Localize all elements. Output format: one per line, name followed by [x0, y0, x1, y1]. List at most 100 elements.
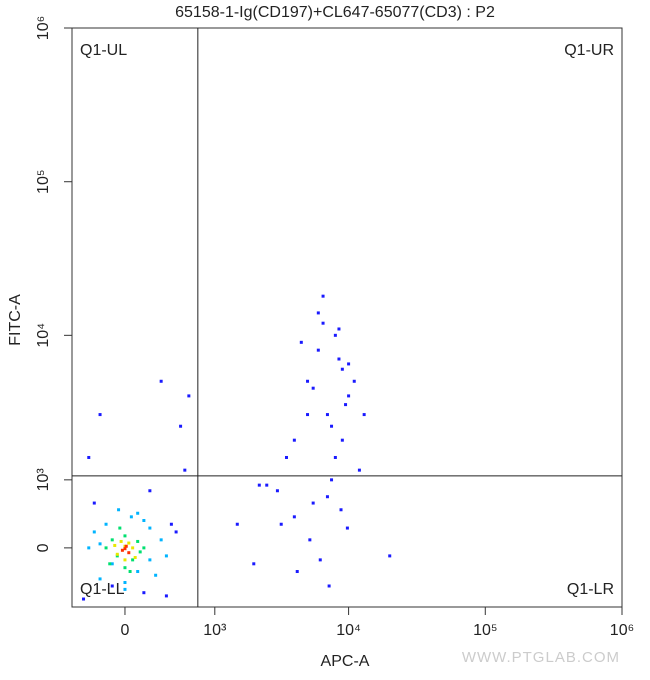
- dot: [316, 311, 320, 315]
- dot: [127, 541, 131, 545]
- dot: [92, 530, 96, 534]
- dot: [311, 501, 315, 505]
- dot: [295, 570, 299, 574]
- dot: [164, 554, 168, 558]
- dot: [104, 522, 108, 526]
- quadrant-label: Q1-LL: [80, 581, 125, 598]
- y-axis-label: FITC-A: [7, 294, 24, 346]
- dot: [325, 495, 329, 499]
- dot: [292, 438, 296, 442]
- dot: [120, 548, 124, 552]
- dot: [164, 594, 168, 598]
- dot: [110, 584, 114, 588]
- dot: [110, 538, 114, 542]
- dot: [340, 438, 344, 442]
- dot: [345, 526, 349, 530]
- dot: [321, 294, 325, 298]
- dot: [117, 508, 121, 512]
- dot: [123, 566, 127, 570]
- dot: [115, 552, 119, 556]
- dot: [235, 522, 239, 526]
- dot: [87, 455, 91, 459]
- x-tick-label: 10⁶: [610, 622, 634, 639]
- dot: [169, 522, 173, 526]
- dot: [292, 515, 296, 519]
- dot: [148, 526, 152, 530]
- dot: [187, 394, 191, 398]
- chart-title: 65158-1-Ig(CD197)+CL647-65077(CD3) : P2: [175, 4, 495, 21]
- watermark: WWW.PTGLAB.COM: [462, 649, 620, 666]
- dot: [388, 554, 392, 558]
- dot: [148, 489, 152, 493]
- dot: [136, 539, 140, 543]
- dot: [330, 478, 334, 482]
- dot: [339, 508, 343, 512]
- dot: [333, 455, 337, 459]
- dot: [98, 542, 102, 546]
- dot: [174, 530, 178, 534]
- dot: [110, 562, 114, 566]
- y-tick-label: 10³: [35, 468, 52, 492]
- dot: [299, 340, 303, 344]
- dot: [98, 413, 102, 417]
- dot: [123, 587, 127, 591]
- dot: [108, 562, 112, 566]
- dot: [123, 558, 127, 562]
- y-tick-label: 10⁵: [35, 170, 52, 194]
- x-tick-label: 10⁴: [336, 622, 361, 639]
- dot: [344, 403, 348, 407]
- dot: [123, 534, 127, 538]
- dot: [179, 424, 183, 428]
- dot: [265, 483, 269, 487]
- dot: [82, 597, 86, 601]
- dot: [337, 327, 341, 331]
- dot: [142, 518, 146, 522]
- dot: [327, 584, 331, 588]
- x-tick-label: 10³: [203, 622, 227, 639]
- dot: [340, 367, 344, 371]
- dot: [362, 413, 366, 417]
- dot: [306, 413, 310, 417]
- dot: [142, 591, 146, 595]
- plot-frame: [71, 27, 623, 608]
- x-tick-label: 10⁵: [473, 622, 497, 639]
- dot: [136, 570, 140, 574]
- dot: [113, 543, 117, 547]
- dot: [87, 546, 91, 550]
- dot: [321, 321, 325, 325]
- dot: [311, 386, 315, 390]
- dot: [124, 544, 128, 548]
- dot: [308, 538, 312, 542]
- dot: [306, 379, 310, 383]
- dot: [131, 546, 135, 550]
- dot: [92, 501, 96, 505]
- dot: [154, 573, 158, 577]
- dot: [123, 580, 127, 584]
- y-tick-label: 10⁴: [35, 323, 52, 348]
- dot: [104, 546, 108, 550]
- dot: [252, 562, 256, 566]
- dot: [284, 455, 288, 459]
- dot: [138, 550, 142, 554]
- dot: [159, 538, 163, 542]
- dot: [257, 483, 261, 487]
- dot: [333, 333, 337, 337]
- dot: [123, 547, 127, 551]
- dot: [347, 394, 351, 398]
- dot: [325, 413, 329, 417]
- dot: [148, 558, 152, 562]
- dot: [347, 362, 351, 366]
- dot: [330, 424, 334, 428]
- dot: [129, 515, 133, 519]
- dot: [316, 348, 320, 352]
- y-tick-label: 0: [35, 543, 52, 552]
- dot: [275, 489, 279, 493]
- dot: [98, 577, 102, 581]
- dot: [159, 379, 163, 383]
- dot: [357, 468, 361, 472]
- quadrant-label: Q1-LR: [567, 581, 614, 598]
- dot: [142, 546, 146, 550]
- dot: [337, 357, 341, 361]
- x-tick-label: 0: [121, 622, 130, 639]
